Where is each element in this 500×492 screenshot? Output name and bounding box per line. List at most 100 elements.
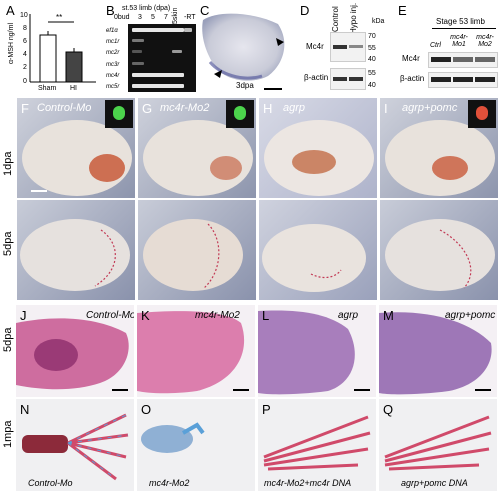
y-tick-2: 2 bbox=[23, 64, 27, 71]
wb-marker-55b: 55 bbox=[368, 70, 376, 77]
x-label-hi: HI bbox=[70, 85, 77, 92]
panel-b-label: B bbox=[106, 3, 115, 18]
panel-p-skeleton: P mc4r-Mo2+mc4r DNA bbox=[258, 399, 376, 491]
y-tick-4: 4 bbox=[23, 51, 27, 58]
panel-l-title: agrp bbox=[338, 310, 359, 321]
sig-marker: ** bbox=[56, 13, 63, 22]
wb-col-hypo: Hypo inj. bbox=[349, 2, 358, 34]
panel-m-histology: M agrp+pomc bbox=[379, 305, 497, 397]
panel-q-skeleton: Q agrp+pomc DNA bbox=[379, 399, 497, 491]
wb-e-blot-mc4r bbox=[428, 52, 498, 68]
panel-a-label: A bbox=[6, 3, 15, 18]
panel-d-label: D bbox=[300, 3, 310, 18]
scale-bar bbox=[264, 88, 282, 90]
gel-row-mc1r: mc1r bbox=[106, 39, 120, 45]
panel-e-title: Stage 53 limb bbox=[436, 17, 485, 26]
gfp-inset bbox=[226, 100, 254, 128]
panel-a-bar-chart bbox=[29, 14, 96, 83]
wb-blot-actin bbox=[330, 68, 366, 90]
panel-i-label: I bbox=[384, 101, 388, 116]
panel-b: B st.53 limb (dpa) 0bud 3 5 7 5skin -RT … bbox=[104, 2, 198, 94]
panel-c: C 3dpa bbox=[198, 2, 292, 94]
panel-f-1dpa: F Control-Mo bbox=[16, 97, 136, 199]
panel-d: D Control Hypo inj. kDa Mc4r β-actin 70 … bbox=[298, 2, 394, 94]
panel-f-label: F bbox=[21, 101, 29, 116]
gel-col-2: 5 bbox=[151, 14, 155, 21]
panel-j-label: J bbox=[20, 308, 27, 323]
y-tick-10: 10 bbox=[20, 12, 28, 19]
panel-q-label: Q bbox=[383, 402, 394, 417]
in-situ-limb-image bbox=[202, 13, 285, 81]
panel-m-label: M bbox=[383, 308, 394, 323]
panel-m-title: agrp+pomc bbox=[445, 310, 496, 321]
wb-kda-label: kDa bbox=[372, 18, 385, 25]
row-label-1dpa: 1dpa bbox=[2, 151, 14, 176]
wb-col-control: Control bbox=[331, 6, 340, 32]
y-tick-6: 6 bbox=[23, 38, 27, 45]
gel-col-0: 0bud bbox=[114, 14, 130, 21]
gel-col-4: 5skin bbox=[172, 7, 179, 24]
panel-g-title: mc4r-Mo2 bbox=[160, 102, 210, 114]
scale-bar bbox=[31, 190, 47, 192]
panel-n-label: N bbox=[20, 402, 30, 417]
gel-row-mc4r: mc4r bbox=[106, 73, 120, 79]
gel-row-mc2r: mc2r bbox=[106, 50, 120, 56]
wb-marker-40b: 40 bbox=[368, 82, 376, 89]
panel-e: E Stage 53 limb Ctrl mc4r-Mo1 mc4r-Mo2 M… bbox=[396, 2, 498, 94]
panel-j-histology: J Control-Mo bbox=[16, 305, 134, 397]
panel-h-label: H bbox=[263, 101, 273, 116]
panel-g-label: G bbox=[142, 101, 153, 116]
panel-a: A ** α-MSH ng/ml 10 8 6 4 2 0 Sham HI bbox=[4, 2, 98, 94]
wb-e-col-mo2: mc4r-Mo2 bbox=[476, 34, 494, 48]
wb-row-actin: β-actin bbox=[304, 73, 329, 82]
panel-h-title: agrp bbox=[283, 102, 306, 114]
panel-c-label: C bbox=[200, 3, 210, 18]
panel-o-label: O bbox=[141, 402, 152, 417]
panel-k-title: mc4r-Mo2 bbox=[195, 310, 240, 321]
scale-bar bbox=[354, 389, 370, 391]
wb-e-blot-actin bbox=[428, 72, 498, 88]
scale-bar bbox=[233, 389, 249, 391]
panel-p-title: mc4r-Mo2+mc4r DNA bbox=[264, 478, 352, 488]
panel-l-label: L bbox=[262, 308, 270, 323]
row-label-1mpa: 1mpa bbox=[2, 420, 14, 448]
wb-e-col-ctrl: Ctrl bbox=[430, 42, 441, 49]
gfp-inset bbox=[105, 100, 133, 128]
panel-n-skeleton: N Control-Mo bbox=[16, 399, 134, 491]
y-tick-8: 8 bbox=[23, 25, 27, 32]
panel-i-title: agrp+pomc bbox=[402, 102, 458, 114]
row-label-5dpa-b: 5dpa bbox=[2, 327, 14, 352]
panel-l-histology: L agrp bbox=[258, 305, 376, 397]
panel-o-title: mc4r-Mo2 bbox=[149, 478, 190, 488]
panel-o-skeleton: O mc4r-Mo2 bbox=[137, 399, 255, 491]
panel-i-1dpa: I agrp+pomc bbox=[379, 97, 499, 199]
rt-pcr-gel bbox=[128, 24, 196, 92]
panel-f-5dpa bbox=[16, 199, 136, 301]
gel-row-ef1a: ef1α bbox=[106, 28, 118, 34]
gel-col-3: 7 bbox=[164, 14, 168, 21]
rfp-inset bbox=[468, 100, 496, 128]
bar-hi bbox=[65, 51, 83, 83]
panel-f-title: Control-Mo bbox=[37, 102, 92, 114]
wb-marker-70: 70 bbox=[368, 33, 376, 40]
panel-k-label: K bbox=[141, 308, 150, 323]
gel-col-1: 3 bbox=[138, 14, 142, 21]
panel-q-title: agrp+pomc DNA bbox=[401, 478, 468, 488]
panel-g-1dpa: G mc4r-Mo2 bbox=[137, 97, 257, 199]
x-label-sham: Sham bbox=[38, 85, 57, 92]
wb-row-mc4r: Mc4r bbox=[306, 42, 324, 51]
gel-row-mc5r: mc5r bbox=[106, 84, 120, 90]
panel-p-label: P bbox=[262, 402, 271, 417]
gel-row-mc3r: mc3r bbox=[106, 62, 120, 68]
panel-n-title: Control-Mo bbox=[28, 478, 73, 488]
wb-marker-40a: 40 bbox=[368, 56, 376, 63]
panel-h-1dpa: H agrp bbox=[258, 97, 378, 199]
row-label-5dpa-a: 5dpa bbox=[2, 231, 14, 256]
bar-sham bbox=[39, 34, 57, 83]
panel-i-5dpa bbox=[379, 199, 499, 301]
gel-col-5: -RT bbox=[184, 14, 196, 21]
scale-bar bbox=[475, 389, 491, 391]
panel-h-5dpa bbox=[258, 199, 378, 301]
gel-header: st.53 limb (dpa) bbox=[122, 5, 171, 12]
wb-e-col-mo1: mc4r-Mo1 bbox=[450, 34, 468, 48]
